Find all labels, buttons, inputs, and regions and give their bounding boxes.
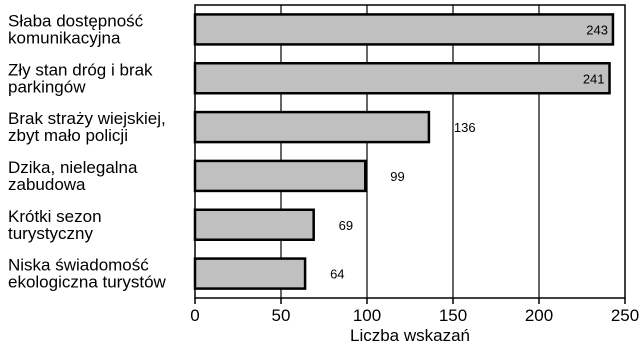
- x-tick-label-50: 50: [272, 306, 291, 325]
- bar-5: [193, 208, 315, 241]
- bar-value-label-1: 243: [586, 22, 608, 37]
- bar-value-label-5: 69: [339, 218, 353, 233]
- bars: 243 241 136 99 69 64: [193, 13, 615, 290]
- bar-value-label-2: 241: [583, 71, 605, 86]
- plot-border: [194, 4, 626, 299]
- x-tick-label-100: 100: [353, 306, 381, 325]
- x-tick-label-200: 200: [525, 306, 553, 325]
- bar-3: [193, 110, 431, 144]
- plot-frame: [194, 4, 626, 299]
- x-tick-label-0: 0: [190, 306, 199, 325]
- x-tick-label-250: 250: [611, 306, 639, 325]
- bar-1: [193, 13, 615, 46]
- bar-2: [193, 62, 611, 95]
- bar-value-label-4: 99: [390, 169, 404, 184]
- x-axis-title: Liczba wskazań: [350, 326, 470, 345]
- category-label-5: Krótki sezon turystyczny: [8, 207, 102, 243]
- category-label-2: Zły stan dróg i brak parkingów: [8, 60, 153, 96]
- bar-value-label-6: 64: [330, 267, 344, 282]
- bar-value-label-3: 136: [454, 120, 476, 135]
- x-tick-label-150: 150: [439, 306, 467, 325]
- x-tick-labels: 0 50 100 150 200 250: [190, 298, 639, 325]
- category-label-4: Dzika, nielegalna zabudowa: [8, 158, 138, 194]
- grid-lines: [280, 5, 540, 298]
- category-label-3: Brak straży wiejskiej, zbyt mało policji: [8, 109, 166, 145]
- category-labels: Słaba dostępność komunikacyjna Zły stan dr…: [8, 11, 167, 291]
- bar-6: [193, 257, 307, 290]
- bar-4: [193, 159, 367, 193]
- category-label-1: Słaba dostępność komunikacyjna: [8, 11, 144, 47]
- category-label-6: Niska świadomość ekologiczna turystów: [8, 256, 167, 292]
